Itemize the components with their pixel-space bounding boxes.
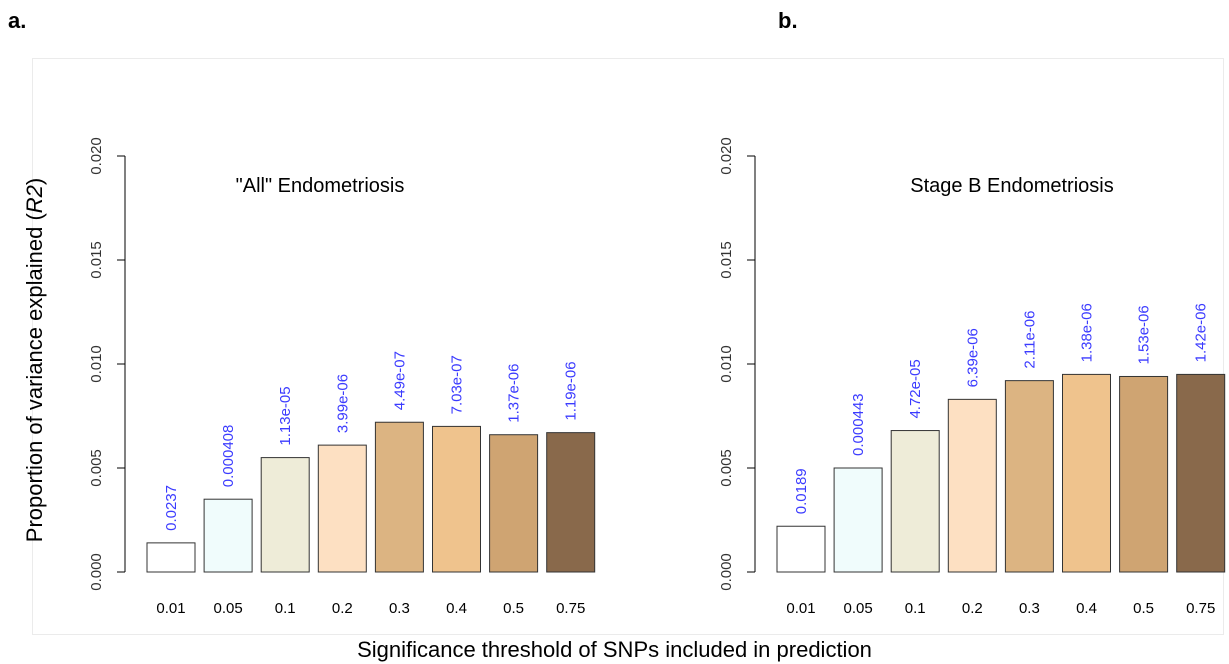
data-label: 6.39e-06 (964, 328, 981, 387)
y-tick-label: 0.010 (88, 345, 105, 383)
bar (1176, 373, 1226, 573)
x-tick-label: 0.01 (156, 600, 185, 617)
y-tick-label: 0.015 (718, 241, 735, 279)
chart-panel-all: 0.000 0.005 0.010 0.015 0.020 "All" Endometri… (88, 137, 596, 617)
y-tick-label: 0.015 (88, 241, 105, 279)
x-tick-label: 0.2 (332, 600, 353, 617)
x-tick-label: 0.5 (1133, 600, 1154, 617)
y-tick-label: 0.005 (88, 449, 105, 487)
bar (203, 498, 253, 573)
x-tick-label: 0.1 (275, 600, 296, 617)
bar (1004, 380, 1054, 573)
bar (1062, 373, 1111, 573)
data-label: 7.03e-07 (449, 355, 466, 414)
y-axis-title-main: Proportion of variance explained ( (22, 213, 47, 543)
panel-a-label: a. (8, 8, 27, 33)
data-label: 1.13e-05 (277, 386, 294, 445)
data-label: 0.0237 (163, 485, 180, 531)
bar (546, 432, 596, 573)
bar (890, 430, 940, 573)
x-tick-label: 0.3 (389, 600, 410, 617)
x-tick-label: 0.4 (446, 600, 467, 617)
data-label: 3.99e-06 (334, 374, 351, 433)
data-label: 1.19e-06 (563, 361, 580, 420)
x-tick-label: 0.05 (213, 600, 242, 617)
y-tick-label: 0.000 (718, 553, 735, 591)
x-tick-label: 0.01 (786, 600, 815, 617)
x-tick-label: 0.2 (962, 600, 983, 617)
y-tick-label: 0.000 (88, 553, 105, 591)
data-label: 4.72e-05 (907, 359, 924, 418)
x-tick-label: 0.05 (843, 600, 872, 617)
data-label: 2.11e-06 (1021, 311, 1038, 369)
y-axis-title: Proportion of variance explained (R2) (22, 178, 47, 542)
chart-title: "All" Endometriosis (236, 175, 405, 197)
bar (260, 457, 310, 573)
data-label: 4.49e-07 (391, 351, 408, 410)
data-label: 0.0189 (793, 468, 810, 514)
bar (489, 434, 539, 573)
bar (1119, 375, 1169, 573)
x-tick-label: 0.5 (503, 600, 524, 617)
data-label: 1.42e-06 (1193, 303, 1210, 362)
y-axis-title-italic: R2 (22, 185, 47, 213)
y-tick-label: 0.005 (718, 449, 735, 487)
bar (432, 425, 481, 573)
bar (776, 525, 826, 573)
chart-title: Stage B Endometriosis (910, 175, 1113, 197)
x-tick-label: 0.75 (1186, 600, 1215, 617)
data-label: 0.000408 (220, 425, 237, 488)
figure-frame (32, 58, 1224, 635)
bar (317, 444, 367, 573)
bar (374, 421, 424, 573)
x-tick-label: 0.75 (556, 600, 585, 617)
x-tick-label: 0.1 (905, 600, 926, 617)
chart-panel-stage-b: 0.000 0.005 0.010 0.015 0.020 Stage B Endomet… (718, 137, 1226, 617)
y-tick-label: 0.020 (718, 137, 735, 175)
bar (833, 467, 883, 573)
data-label: 1.38e-06 (1079, 303, 1096, 362)
x-axis-title: Significance threshold of SNPs included … (357, 637, 872, 662)
panel-b-label: b. (778, 8, 798, 33)
bar (146, 542, 196, 573)
data-label: 0.000443 (850, 393, 867, 456)
y-axis-title-close: ) (22, 178, 47, 185)
y-tick-label: 0.010 (718, 345, 735, 383)
y-tick-label: 0.020 (88, 137, 105, 175)
bar (947, 398, 997, 573)
data-label: 1.53e-06 (1136, 305, 1153, 364)
x-tick-label: 0.4 (1076, 600, 1097, 617)
x-tick-label: 0.3 (1019, 600, 1040, 617)
data-label: 1.37e-06 (506, 364, 523, 423)
